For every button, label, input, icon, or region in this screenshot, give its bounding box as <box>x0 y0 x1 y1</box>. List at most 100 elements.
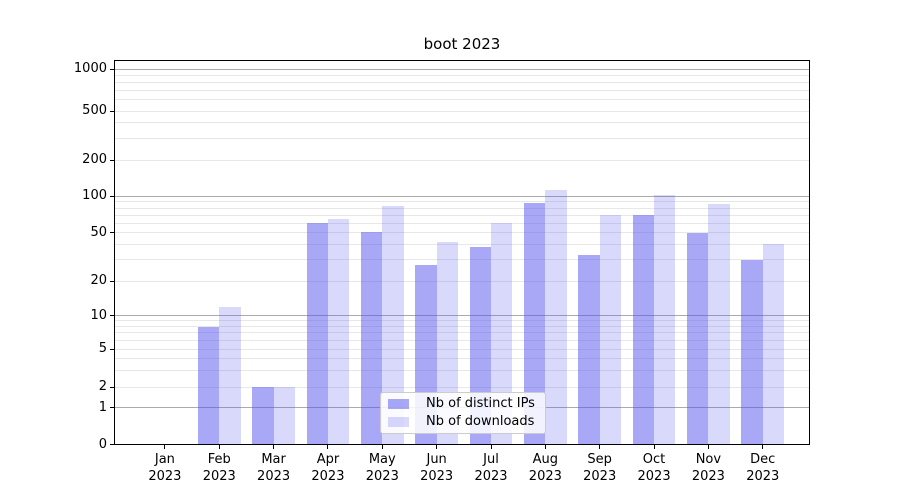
minor-gridline <box>115 159 809 161</box>
minor-gridline <box>115 332 809 334</box>
bar-distinct-ips <box>197 326 220 444</box>
x-tick-label: Dec 2023 <box>746 452 780 484</box>
minor-gridline <box>115 357 809 359</box>
y-tick-label: 100 <box>82 188 107 204</box>
y-tick-label: 200 <box>82 152 107 167</box>
y-tick-label: 1000 <box>73 61 107 76</box>
x-tick-mark <box>599 445 601 449</box>
bar-downloads <box>491 223 513 444</box>
legend-label-downloads: Nb of downloads <box>426 414 535 430</box>
bar-distinct-ips <box>523 203 546 444</box>
y-tick-label: 5 <box>98 341 107 357</box>
bar-downloads <box>273 387 295 444</box>
y-tick-mark <box>110 195 114 197</box>
x-tick-label: Jan 2023 <box>148 452 182 484</box>
legend: Nb of distinct IPs Nb of downloads <box>380 392 546 434</box>
bar-distinct-ips <box>578 254 600 444</box>
minor-gridline <box>115 326 809 328</box>
bar-distinct-ips <box>687 232 709 444</box>
minor-gridline <box>115 339 809 341</box>
x-tick-mark <box>653 445 655 449</box>
legend-item-distinct-ips: Nb of distinct IPs <box>381 395 545 413</box>
y-tick-mark <box>110 110 114 112</box>
x-tick-mark <box>762 445 764 449</box>
bar-downloads <box>327 218 350 444</box>
minor-gridline <box>115 386 809 388</box>
bar-downloads <box>708 204 730 444</box>
legend-swatch-downloads <box>388 417 409 428</box>
minor-gridline <box>115 90 809 92</box>
x-tick-mark <box>707 445 709 449</box>
y-tick-mark <box>110 159 114 161</box>
x-tick-mark <box>164 445 166 449</box>
minor-gridline <box>115 207 809 209</box>
bar-distinct-ips <box>632 215 655 444</box>
bar-distinct-ips <box>252 387 274 444</box>
major-gridline <box>115 315 809 317</box>
legend-item-downloads: Nb of downloads <box>381 413 545 431</box>
y-tick-mark <box>110 386 114 388</box>
minor-gridline <box>115 348 809 350</box>
minor-gridline <box>115 110 809 112</box>
y-tick-label: 2 <box>98 379 107 394</box>
bar-distinct-ips <box>360 231 383 444</box>
bar-downloads <box>219 306 241 444</box>
major-gridline <box>115 68 809 70</box>
x-tick-label: Aug 2023 <box>528 452 562 484</box>
chart-title: boot 2023 <box>423 35 501 53</box>
minor-gridline <box>115 74 809 76</box>
y-tick-label: 20 <box>90 273 107 288</box>
y-tick-label: 10 <box>90 307 107 323</box>
bar-downloads <box>382 206 404 444</box>
minor-gridline <box>115 214 809 216</box>
x-tick-label: Apr 2023 <box>311 452 345 484</box>
legend-swatch-distinct-ips <box>388 398 409 409</box>
minor-gridline <box>115 137 809 139</box>
x-tick-mark <box>218 445 220 449</box>
x-tick-mark <box>544 445 546 449</box>
legend-label-distinct-ips: Nb of distinct IPs <box>426 395 535 411</box>
x-tick-label: Jun 2023 <box>420 452 454 484</box>
minor-gridline <box>115 99 809 101</box>
x-tick-label: Sep 2023 <box>583 452 617 484</box>
minor-gridline <box>115 222 809 224</box>
x-tick-mark <box>490 445 492 449</box>
minor-gridline <box>115 280 809 282</box>
y-tick-label: 0 <box>98 436 107 452</box>
x-tick-mark <box>381 445 383 449</box>
y-tick-mark <box>110 232 114 234</box>
minor-gridline <box>115 232 809 234</box>
x-tick-label: Feb 2023 <box>202 452 236 484</box>
minor-gridline <box>115 320 809 322</box>
minor-gridline <box>115 82 809 84</box>
y-tick-label: 1 <box>98 399 107 415</box>
minor-gridline <box>115 122 809 124</box>
x-tick-label: Jul 2023 <box>474 452 508 484</box>
x-tick-label: Nov 2023 <box>691 452 725 484</box>
minor-gridline <box>115 243 809 245</box>
bar-downloads <box>762 244 785 444</box>
x-tick-label: May 2023 <box>365 452 399 484</box>
bar-distinct-ips <box>306 223 328 444</box>
y-tick-mark <box>110 68 114 70</box>
minor-gridline <box>115 369 809 371</box>
y-tick-mark <box>110 444 114 445</box>
y-tick-label: 50 <box>90 224 107 240</box>
y-tick-mark <box>110 407 114 408</box>
x-tick-label: Oct 2023 <box>637 452 671 484</box>
x-tick-mark <box>436 445 438 449</box>
y-tick-label: 500 <box>82 103 107 118</box>
x-tick-label: Mar 2023 <box>257 452 291 484</box>
y-tick-mark <box>110 280 114 282</box>
bar-downloads <box>599 215 622 444</box>
y-tick-mark <box>110 348 114 350</box>
minor-gridline <box>115 259 809 261</box>
bar-downloads <box>654 194 676 444</box>
x-tick-mark <box>273 445 275 449</box>
major-gridline <box>115 195 809 197</box>
x-tick-mark <box>327 445 329 449</box>
bar-distinct-ips <box>741 259 763 444</box>
bar-downloads <box>545 190 567 444</box>
y-tick-mark <box>110 315 114 317</box>
minor-gridline <box>115 201 809 203</box>
